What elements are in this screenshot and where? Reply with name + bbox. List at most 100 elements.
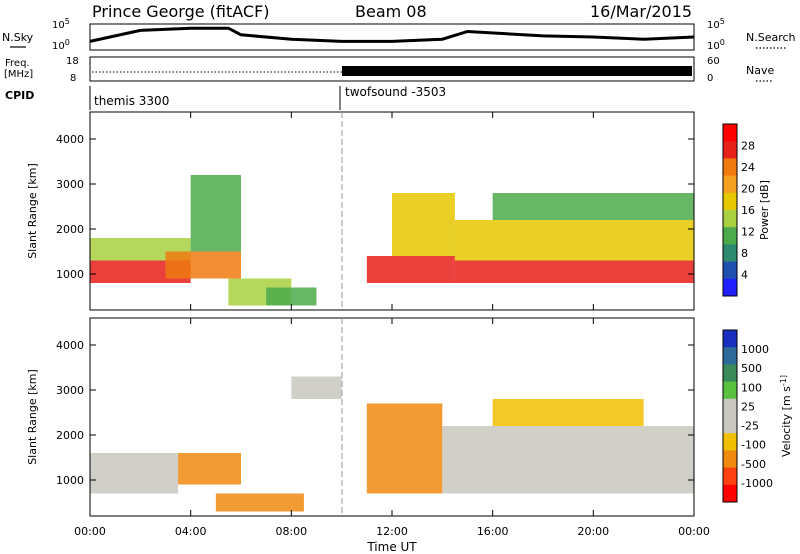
power-region xyxy=(190,175,241,252)
velocity-colorbar-cell xyxy=(723,330,737,348)
power-region xyxy=(454,220,694,261)
velocity-panel: 1000 2000 3000 4000 00:00 04:00 08:00 12:00 16:… xyxy=(26,317,710,554)
power-colorbar-tick-label: 8 xyxy=(741,247,748,260)
freq-label-line1: Freq. xyxy=(5,58,30,69)
power-region xyxy=(392,193,455,256)
velocity-heatmap-cells xyxy=(90,376,694,512)
velocity-colorbar-ticks: 1000 500 100 25 -25 -100 -500 -1000 xyxy=(741,343,773,490)
velocity-ytick-label: 2000 xyxy=(56,429,84,442)
power-colorbar-tick-label: 20 xyxy=(741,183,755,196)
power-ytick-label: 3000 xyxy=(56,178,84,191)
time-xtick-label: 12:00 xyxy=(376,525,408,538)
power-colorbar-label: Power [dB] xyxy=(758,180,771,240)
nsky-label: N.Sky xyxy=(2,31,34,44)
nave-label: Nave xyxy=(746,64,774,77)
power-ylabel: Slant Range [km] xyxy=(26,163,39,259)
time-xtick-label: 04:00 xyxy=(175,525,207,538)
power-x-ticks xyxy=(89,112,695,310)
power-colorbar-tick-label: 24 xyxy=(741,161,755,174)
velocity-region xyxy=(178,453,241,485)
velocity-colorbar-cells xyxy=(723,330,737,503)
power-colorbar-tick-label: 16 xyxy=(741,204,755,217)
time-xtick-label: 16:00 xyxy=(477,525,509,538)
velocity-region xyxy=(215,493,304,512)
nave-tick-bottom: 0 xyxy=(707,73,713,84)
time-xtick-label: 00:00 xyxy=(74,525,106,538)
velocity-x-axis: 00:00 04:00 08:00 12:00 16:00 20:00 00:00 xyxy=(74,318,710,538)
velocity-y-axis: 1000 2000 3000 4000 xyxy=(56,339,694,487)
velocity-colorbar-tick-label: 500 xyxy=(741,362,762,375)
power-colorbar-cell xyxy=(723,244,737,263)
velocity-colorbar-tick-label: -100 xyxy=(741,439,766,452)
time-xtick-label: 00:00 xyxy=(678,525,710,538)
power-ytick-label: 1000 xyxy=(56,268,84,281)
nave-tick-top: 60 xyxy=(707,56,720,67)
velocity-colorbar-label: Velocity [m s-1] xyxy=(779,375,794,457)
freq-label-line2: [MHz] xyxy=(4,69,33,80)
velocity-region xyxy=(366,403,443,494)
velocity-colorbar-cell xyxy=(723,484,737,503)
nsearch-label: N.Search xyxy=(746,31,796,44)
power-heatmap-cells xyxy=(90,175,694,306)
power-colorbar-cells xyxy=(723,124,737,297)
velocity-colorbar-cell xyxy=(723,450,737,469)
power-region xyxy=(454,260,694,283)
velocity-ytick-label: 1000 xyxy=(56,474,84,487)
cpid-segment-1: themis 3300 xyxy=(94,94,169,108)
nsky-tick-top-left: 105 xyxy=(52,17,70,32)
power-colorbar-ticks: 28 24 20 16 12 8 4 xyxy=(741,140,755,282)
cpid-label: CPID xyxy=(5,89,34,102)
velocity-colorbar-cell xyxy=(723,467,737,486)
nave-band xyxy=(342,66,692,76)
power-ytick-label: 4000 xyxy=(56,133,84,146)
velocity-region xyxy=(291,376,342,399)
velocity-region xyxy=(492,399,644,426)
noise-strip: N.Sky 105 100 105 100 N.Search xyxy=(2,17,796,53)
power-colorbar-cell xyxy=(723,227,737,245)
date-title: 16/Mar/2015 xyxy=(590,2,692,21)
velocity-colorbar-tick-label: 1000 xyxy=(741,343,769,356)
velocity-colorbar: 1000 500 100 25 -25 -100 -500 -1000 Velocity [m… xyxy=(722,329,794,503)
velocity-colorbar-cell xyxy=(723,364,737,383)
power-region xyxy=(492,193,694,220)
time-xtick-label: 20:00 xyxy=(577,525,609,538)
cpid-segment-2: twofsound -3503 xyxy=(345,85,446,99)
power-region xyxy=(366,256,455,283)
power-region xyxy=(165,251,241,279)
freq-tick-bottom: 8 xyxy=(70,73,76,84)
velocity-colorbar-cell xyxy=(723,416,737,434)
power-colorbar-cell xyxy=(723,141,737,159)
power-colorbar-cell xyxy=(723,210,737,228)
velocity-colorbar-tick-label: 100 xyxy=(741,381,762,394)
power-colorbar-cell xyxy=(723,192,737,211)
power-colorbar-frame xyxy=(722,123,738,297)
power-panel: 1000 2000 3000 4000 Slant Range [km] xyxy=(26,111,695,311)
power-colorbar-tick-label: 4 xyxy=(741,269,748,282)
velocity-ytick-label: 4000 xyxy=(56,339,84,352)
velocity-ylabel: Slant Range [km] xyxy=(26,369,39,465)
velocity-colorbar-tick-label: 25 xyxy=(741,400,755,413)
cpid-strip: CPID themis 3300 twofsound -3503 xyxy=(5,85,446,110)
nsky-tick-bottom-right: 100 xyxy=(707,38,725,53)
velocity-colorbar-frame xyxy=(722,329,738,503)
power-region xyxy=(266,287,317,306)
noise-line xyxy=(89,26,695,43)
velocity-colorbar-tick-label: -500 xyxy=(741,458,766,471)
velocity-colorbar-cell xyxy=(723,433,737,451)
freq-tick-top: 18 xyxy=(66,56,79,67)
freq-strip: Freq. [MHz] 18 8 60 0 Nave xyxy=(4,56,774,84)
velocity-colorbar-cell xyxy=(723,347,737,365)
nsky-tick-top-right: 105 xyxy=(707,17,725,32)
power-colorbar-cell xyxy=(723,278,737,297)
power-colorbar: 28 24 20 16 12 8 4 Power [dB] xyxy=(722,123,771,297)
power-colorbar-tick-label: 12 xyxy=(741,226,755,239)
velocity-ytick-label: 3000 xyxy=(56,384,84,397)
velocity-colorbar-tick-label: -1000 xyxy=(741,477,773,490)
velocity-colorbar-tick-label: -25 xyxy=(741,420,759,433)
time-xlabel: Time UT xyxy=(366,540,417,554)
time-xtick-label: 08:00 xyxy=(275,525,307,538)
station-title: Prince George (fitACF) xyxy=(92,2,270,21)
power-ytick-label: 2000 xyxy=(56,223,84,236)
velocity-colorbar-cell xyxy=(723,398,737,417)
